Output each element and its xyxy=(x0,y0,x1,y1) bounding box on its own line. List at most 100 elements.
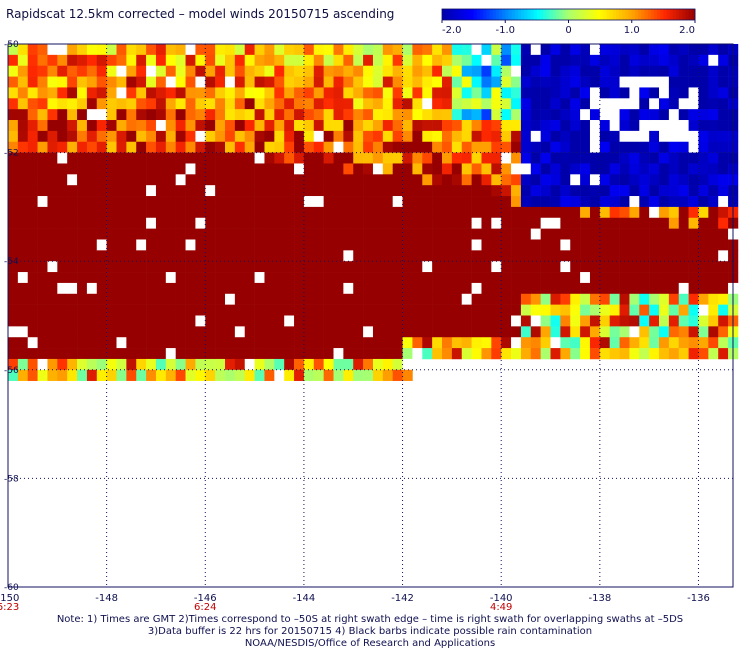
colorbar-swatch xyxy=(565,9,569,20)
data-cell xyxy=(649,109,660,121)
data-cell xyxy=(165,109,176,121)
colorbar-swatch xyxy=(451,9,456,20)
data-cell xyxy=(481,163,492,175)
data-cell xyxy=(353,304,364,316)
data-cell xyxy=(126,272,137,284)
data-cell xyxy=(77,76,88,88)
data-cell xyxy=(136,109,147,121)
data-cell xyxy=(649,206,660,219)
data-cell xyxy=(37,369,48,381)
data-cell xyxy=(195,348,206,360)
data-cell xyxy=(294,120,305,132)
data-cell xyxy=(323,261,334,273)
colorbar-swatch xyxy=(555,9,560,20)
data-cell xyxy=(629,282,640,295)
data-cell xyxy=(629,152,640,164)
data-cell xyxy=(353,174,364,186)
time-label: 6:23 xyxy=(0,602,19,613)
data-cell xyxy=(185,239,196,251)
data-cell xyxy=(57,348,68,360)
data-cell xyxy=(382,293,393,305)
data-cell xyxy=(205,109,216,121)
data-cell xyxy=(254,174,265,186)
data-cell xyxy=(511,196,522,208)
data-cell xyxy=(333,185,344,197)
data-cell xyxy=(491,185,502,197)
data-cell xyxy=(560,98,571,110)
data-cell xyxy=(432,315,443,327)
data-cell xyxy=(303,54,315,67)
data-cell xyxy=(205,250,216,262)
data-cell xyxy=(609,44,620,56)
data-cell xyxy=(461,87,472,99)
data-cell xyxy=(698,87,709,99)
data-cell xyxy=(589,337,601,349)
data-cell xyxy=(530,120,541,132)
data-cell xyxy=(244,217,255,229)
data-cell xyxy=(353,250,364,262)
data-cell xyxy=(402,120,413,132)
data-cell xyxy=(313,65,324,77)
data-cell xyxy=(501,152,512,164)
data-cell xyxy=(708,152,719,164)
data-cell xyxy=(116,130,127,143)
data-cell xyxy=(619,76,630,88)
data-cell xyxy=(599,152,610,164)
colorbar-swatch xyxy=(568,9,573,20)
data-cell xyxy=(37,54,48,67)
data-cell xyxy=(353,141,364,153)
colorbar-swatch xyxy=(448,9,452,20)
data-cell xyxy=(165,196,176,208)
data-cell xyxy=(520,65,532,77)
data-cell xyxy=(234,98,246,110)
data-cell xyxy=(284,239,295,251)
data-cell xyxy=(668,293,680,305)
data-cell xyxy=(491,54,502,67)
colorbar-tick-label: 1.0 xyxy=(624,25,640,36)
data-cell xyxy=(353,120,364,132)
data-cell xyxy=(57,196,68,208)
data-cell xyxy=(668,98,680,110)
data-cell xyxy=(668,163,680,175)
data-cell xyxy=(8,239,19,251)
data-cell xyxy=(106,348,117,360)
data-cell xyxy=(106,326,117,338)
data-cell xyxy=(442,152,453,164)
data-cell xyxy=(550,261,561,273)
colorbar-swatch xyxy=(590,9,595,20)
data-cell xyxy=(126,348,137,360)
data-cell xyxy=(560,217,571,229)
data-cell xyxy=(234,358,246,371)
data-cell xyxy=(323,369,334,381)
data-cell xyxy=(471,163,482,175)
data-cell xyxy=(284,109,295,121)
data-cell xyxy=(639,239,650,251)
data-cell xyxy=(511,174,522,186)
data-cell xyxy=(481,326,492,338)
data-cell xyxy=(639,44,650,56)
data-cell xyxy=(175,326,186,338)
data-cell xyxy=(649,44,660,56)
data-cell xyxy=(136,304,147,316)
data-cell xyxy=(580,348,591,360)
data-cell xyxy=(678,174,689,186)
data-cell xyxy=(560,163,571,175)
data-cell xyxy=(343,196,354,208)
data-cell xyxy=(116,228,127,240)
data-cell xyxy=(471,326,482,338)
data-cell xyxy=(570,76,581,88)
data-cell xyxy=(67,337,78,349)
data-cell xyxy=(649,141,660,153)
data-cell xyxy=(244,130,255,143)
data-cell xyxy=(589,130,601,143)
data-cell xyxy=(698,239,709,251)
data-cell xyxy=(678,196,689,208)
data-cell xyxy=(274,293,285,305)
data-cell xyxy=(520,337,532,349)
data-cell xyxy=(234,250,246,262)
data-cell xyxy=(47,337,58,349)
data-cell xyxy=(442,348,453,360)
data-cell xyxy=(195,44,206,56)
data-cell xyxy=(116,206,127,219)
data-cell xyxy=(520,250,532,262)
